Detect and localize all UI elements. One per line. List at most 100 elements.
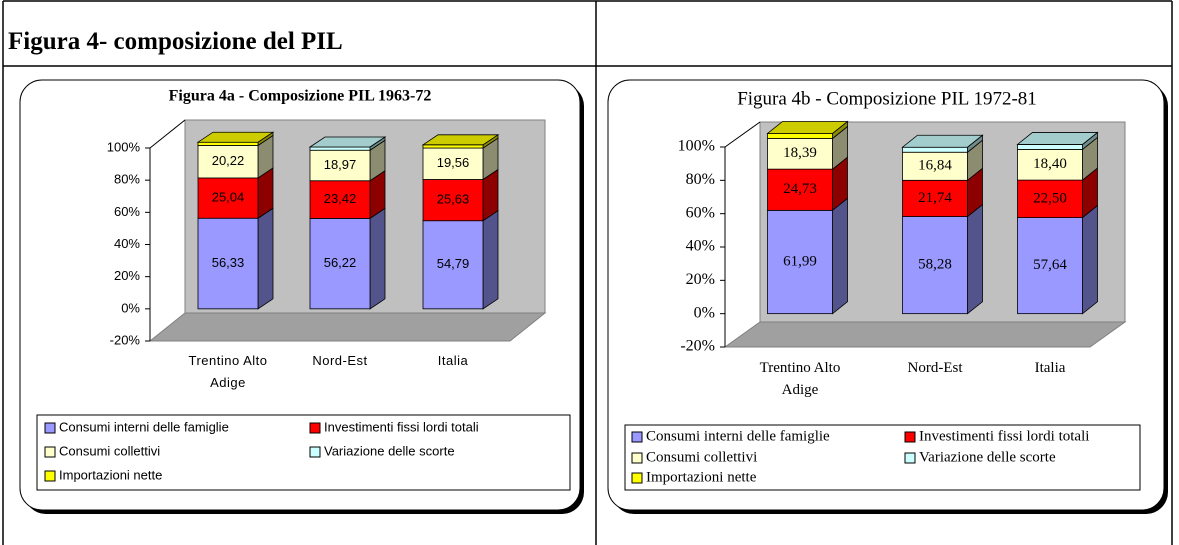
- legend-label: Consumi interni delle famiglie: [59, 419, 229, 434]
- x-tick-label: Trentino Alto Adige: [759, 360, 841, 398]
- value-label: 18,97: [324, 157, 357, 172]
- y-tick-label: 40%: [114, 236, 140, 251]
- value-label: 24,73: [783, 181, 817, 197]
- floor: [148, 312, 547, 342]
- chart-title: Figura 4b - Composizione PIL 1972-81: [737, 88, 1037, 109]
- y-axis-depth: [724, 121, 761, 148]
- bar-segment: [1017, 217, 1083, 315]
- bar-segment: [1017, 144, 1083, 150]
- value-label: 57,64: [1033, 257, 1067, 273]
- y-tick-label: 20%: [114, 268, 140, 283]
- value-label: 16,84: [918, 158, 952, 174]
- value-label: 56,22: [324, 255, 357, 270]
- legend-swatch: [309, 446, 321, 458]
- legend-label: Consumi collettivi: [646, 449, 757, 465]
- bar-side: [257, 207, 274, 310]
- legend-swatch: [904, 452, 916, 464]
- legend-label: Investimenti fissi lordi totali: [324, 419, 479, 434]
- y-tick-label: -20%: [680, 338, 715, 355]
- legend-box: [624, 424, 1141, 491]
- value-label: 25,04: [212, 190, 245, 205]
- bar-segment: [767, 133, 833, 139]
- value-label: 22,50: [1033, 190, 1067, 206]
- bar-top: [308, 136, 387, 148]
- bar-segment: [422, 179, 484, 222]
- bar-segment: [197, 177, 259, 219]
- bar-segment: [902, 151, 968, 181]
- y-tick-label: 100%: [678, 138, 715, 155]
- y-axis-depth: [149, 119, 186, 149]
- value-label: 21,74: [918, 190, 952, 206]
- y-tick-label: 80%: [686, 171, 715, 188]
- value-label: 19,56: [437, 155, 470, 170]
- legend-label: Investimenti fissi lordi totali: [919, 428, 1089, 444]
- bar-top: [766, 121, 849, 134]
- bar-side: [482, 209, 499, 310]
- legend-swatch: [631, 431, 643, 443]
- y-tick-label: 80%: [114, 172, 140, 187]
- floor: [723, 321, 1127, 348]
- bar-segment: [309, 149, 371, 182]
- legend-swatch: [44, 446, 56, 458]
- bar-top: [1016, 132, 1099, 145]
- bar-segment: [767, 209, 833, 315]
- value-label: 58,28: [918, 257, 952, 273]
- bar-top: [421, 134, 500, 146]
- value-label: 20,22: [212, 153, 245, 168]
- bar-segment: [1017, 149, 1083, 181]
- x-tick-label: Italia: [1034, 360, 1066, 376]
- bar-segment: [309, 146, 371, 151]
- value-label: 18,39: [783, 145, 817, 161]
- y-tick-label: 100%: [107, 139, 141, 154]
- y-tick-label: 40%: [686, 238, 715, 255]
- legend-label: Importazioni nette: [646, 469, 757, 485]
- x-tick-label: Nord-Est: [312, 353, 368, 368]
- bar-segment: [422, 220, 484, 310]
- y-tick-label: 0%: [694, 304, 715, 321]
- bar-side: [1082, 204, 1098, 315]
- bar-segment: [422, 144, 484, 149]
- legend-swatch: [309, 422, 321, 434]
- value-label: 54,79: [437, 256, 470, 271]
- bar-segment: [197, 217, 259, 310]
- bar-top: [901, 134, 984, 148]
- y-tick-label: 20%: [686, 271, 715, 288]
- value-label: 56,33: [212, 255, 245, 270]
- legend-box: [36, 414, 571, 491]
- value-label: 23,42: [324, 191, 357, 206]
- bar-segment: [902, 216, 968, 315]
- bar-side: [967, 203, 983, 315]
- bar-segment: [767, 138, 833, 170]
- legend-swatch: [631, 472, 643, 484]
- y-tick-label: 60%: [686, 204, 715, 221]
- bar-side: [832, 197, 848, 315]
- legend-label: Variazione delle scorte: [324, 443, 455, 458]
- legend-label: Variazione delle scorte: [919, 449, 1056, 465]
- bar-side: [369, 207, 386, 310]
- y-tick-label: 60%: [114, 204, 140, 219]
- bar-segment: [1017, 179, 1083, 219]
- chart-title: Figura 4a - Composizione PIL 1963-72: [169, 88, 432, 105]
- legend-swatch: [44, 470, 56, 482]
- x-tick-label: Nord-Est: [907, 360, 963, 376]
- legend-swatch: [631, 452, 643, 464]
- legend-label: Importazioni nette: [59, 467, 162, 482]
- y-tick-label: -20%: [110, 332, 141, 347]
- legend-swatch: [44, 422, 56, 434]
- bar-segment: [309, 180, 371, 219]
- x-tick-label: Italia: [437, 353, 469, 368]
- legend-swatch: [904, 431, 916, 443]
- bar-segment: [197, 145, 259, 179]
- bar-segment: [309, 218, 371, 310]
- bar-segment: [902, 146, 968, 153]
- y-tick-label: 0%: [121, 300, 140, 315]
- value-label: 61,99: [783, 253, 817, 269]
- legend-label: Consumi collettivi: [59, 443, 160, 458]
- bar-segment: [197, 141, 259, 146]
- legend-label: Consumi interni delle famiglie: [646, 428, 830, 444]
- page-heading: Figura 4- composizione del PIL: [8, 28, 343, 55]
- value-label: 18,40: [1033, 156, 1067, 172]
